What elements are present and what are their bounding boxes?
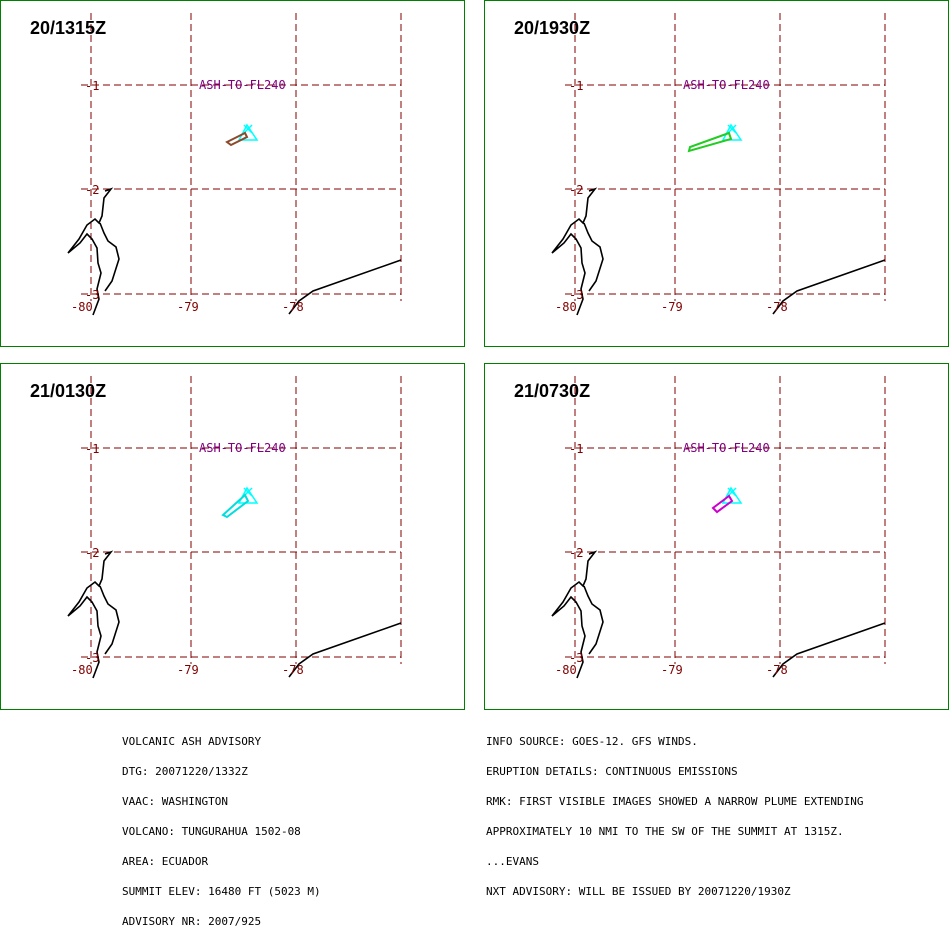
- longitude-label: -79: [177, 663, 199, 677]
- map-svg: ASH-TO-FL240 -1 -2 -3-80 -79 -78: [551, 376, 886, 679]
- map-svg: ASH-TO-FL240 -1 -2 -3-80 -79 -78: [67, 376, 402, 679]
- coastline: [551, 550, 604, 679]
- longitude-label: -78: [282, 300, 304, 314]
- ash-plume-polygon: [221, 493, 250, 519]
- ash-altitude-label: ASH-TO-FL240: [683, 441, 770, 455]
- advisory-line: ...EVANS: [486, 855, 539, 868]
- latitude-label: -1: [85, 442, 99, 456]
- advisory-line: VOLCANIC ASH ADVISORY: [122, 735, 262, 748]
- advisory-right-block: INFO SOURCE: GOES-12. GFS WINDS. ERUPTIO…: [486, 717, 864, 907]
- ash-altitude-label: ASH-TO-FL240: [199, 78, 286, 92]
- ash-plume-polygon: [225, 131, 249, 147]
- ash-plume-polygon: [711, 494, 734, 514]
- ash-altitude-label: ASH-TO-FL240: [683, 78, 770, 92]
- ash-plume-polygon: [687, 131, 733, 153]
- advisory-line: ERUPTION DETAILS: CONTINUOUS EMISSIONS: [486, 765, 738, 778]
- advisory-line: VOLCANO: TUNGURAHUA 1502-08: [122, 825, 301, 838]
- latitude-label: -3: [569, 651, 583, 665]
- border-line: [772, 622, 886, 678]
- panel-time-label: 21/0130Z: [30, 381, 107, 401]
- panel-time-label: 20/1930Z: [514, 18, 591, 38]
- forecast-panel-1: ASH-TO-FL240 -1 -2 -3 -80 -79 -78 20/1315Z: [0, 0, 465, 347]
- advisory-line: APPROXIMATELY 10 NMI TO THE SW OF THE SU…: [486, 825, 844, 838]
- latitude-label: -3: [569, 288, 583, 302]
- advisory-line: AREA: ECUADOR: [122, 855, 209, 868]
- panel-time-label: 20/1315Z: [30, 18, 107, 38]
- latitude-label: -3: [85, 288, 99, 302]
- advisory-line: NXT ADVISORY: WILL BE ISSUED BY 20071220…: [486, 885, 791, 898]
- latitude-label: -2: [85, 546, 99, 560]
- advisory-line: RMK: FIRST VISIBLE IMAGES SHOWED A NARRO…: [486, 795, 864, 808]
- longitude-label: -80: [555, 300, 577, 314]
- advisory-line: ADVISORY NR: 2007/925: [122, 915, 262, 928]
- latitude-label: -2: [85, 183, 99, 197]
- advisory-line: SUMMIT ELEV: 16480 FT (5023 M): [122, 885, 321, 898]
- forecast-panel-4: ASH-TO-FL240 -1 -2 -3 -80 -79 -78 21/0730Z: [484, 363, 949, 710]
- advisory-left-block: VOLCANIC ASH ADVISORY DTG: 20071220/1332…: [122, 717, 321, 937]
- volcano-marker: [721, 123, 743, 141]
- longitude-label: -78: [282, 663, 304, 677]
- longitude-label: -78: [766, 300, 788, 314]
- advisory-line: VAAC: WASHINGTON: [122, 795, 228, 808]
- forecast-panel-2: ASH-TO-FL240 -1 -2 -3 -80 -79 -78 20/1930Z: [484, 0, 949, 347]
- volcano-summit-marker: [243, 124, 253, 134]
- map-svg: ASH-TO-FL240 -1 -2 -3-80 -79 -78: [67, 13, 402, 316]
- longitude-label: -79: [661, 300, 683, 314]
- coastline: [67, 550, 120, 679]
- longitude-label: -79: [177, 300, 199, 314]
- map-svg: ASH-TO-FL240 -1 -2 -3-80 -79 -78: [551, 13, 886, 316]
- longitude-label: -80: [71, 300, 93, 314]
- coastline: [67, 187, 120, 316]
- advisory-line: INFO SOURCE: GOES-12. GFS WINDS.: [486, 735, 698, 748]
- latitude-label: -1: [569, 79, 583, 93]
- volcano-summit-marker: [727, 124, 737, 134]
- ash-altitude-label: ASH-TO-FL240: [199, 441, 286, 455]
- volcano-marker: [237, 123, 259, 141]
- longitude-label: -78: [766, 663, 788, 677]
- latitude-label: -3: [85, 651, 99, 665]
- border-line: [288, 622, 402, 678]
- panel-time-label: 21/0730Z: [514, 381, 591, 401]
- longitude-label: -80: [71, 663, 93, 677]
- forecast-panel-3: ASH-TO-FL240 -1 -2 -3 -80 -79 -78 21/0130Z: [0, 363, 465, 710]
- coastline: [551, 187, 604, 316]
- border-line: [288, 259, 402, 315]
- longitude-label: -79: [661, 663, 683, 677]
- advisory-line: DTG: 20071220/1332Z: [122, 765, 248, 778]
- border-line: [772, 259, 886, 315]
- latitude-label: -2: [569, 546, 583, 560]
- latitude-label: -1: [85, 79, 99, 93]
- latitude-label: -1: [569, 442, 583, 456]
- latitude-label: -2: [569, 183, 583, 197]
- longitude-label: -80: [555, 663, 577, 677]
